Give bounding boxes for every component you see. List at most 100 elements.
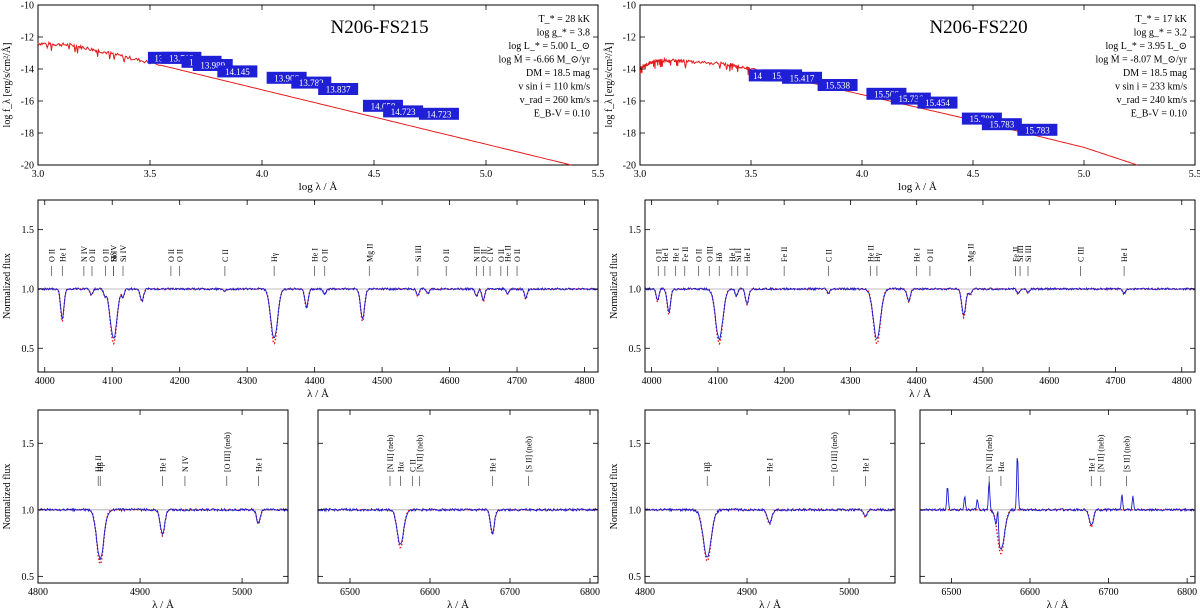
x-tick-label: 4900 xyxy=(130,587,150,598)
sed-panel-sed-fs215: 13.13.713.71213.51613.98914.14513.96613.… xyxy=(1,1,604,194)
photometry-box xyxy=(1017,123,1058,136)
x-tick-label: 4800 xyxy=(28,587,48,598)
photometry-box xyxy=(418,107,459,120)
observed-spectrum-line xyxy=(317,507,599,545)
x-tick-label: 4500 xyxy=(372,376,392,387)
x-axis-label: λ / Å xyxy=(152,599,174,611)
stellar-parameter: log Ṁ = -6.66 M_⊙/yr xyxy=(498,54,590,66)
observed-spectrum-line xyxy=(37,286,599,339)
x-axis-label: λ / Å xyxy=(307,388,329,400)
line-id-label: O II xyxy=(479,249,488,262)
line-id-label: C II xyxy=(221,249,230,262)
x-tick-label: 4600 xyxy=(440,376,460,387)
line-id-label: He I xyxy=(58,248,67,262)
x-tick-label: 5000 xyxy=(232,587,252,598)
stellar-parameter: v sin i = 110 km/s xyxy=(518,82,590,93)
plot-frame xyxy=(317,409,599,584)
x-tick-label: 4000 xyxy=(35,376,55,387)
y-tick-label: -20 xyxy=(21,161,34,172)
spectrum-panel-halpha-fs215: [N II] (neb) Hα C II[N II] (neb) He I [S II]… xyxy=(317,409,600,611)
line-id-label: Si IV xyxy=(110,245,119,262)
line-id-label: Fe II xyxy=(1011,246,1020,262)
line-id-label: [S II] (neb) xyxy=(1123,436,1132,472)
line-id-label: He I xyxy=(1120,248,1129,262)
line-id-label: O II xyxy=(442,249,451,262)
x-tick-label: 4100 xyxy=(708,376,728,387)
line-id-label: He I xyxy=(488,458,497,472)
line-id-label: Si III xyxy=(414,245,423,262)
y-tick-label: 1.5 xyxy=(629,439,642,450)
x-tick-label: 6700 xyxy=(1099,587,1119,598)
line-id-label: Hα xyxy=(997,461,1006,472)
line-id-label: C II xyxy=(825,249,834,262)
y-axis-label: log f_λ [erg/s/cm²/Å] xyxy=(1,43,13,128)
x-tick-label: 4000 xyxy=(642,376,662,387)
x-tick-label: 4400 xyxy=(305,376,325,387)
x-tick-label: 6600 xyxy=(420,587,440,598)
model-spectrum-line xyxy=(38,509,288,566)
photometry-mag-label: 15.538 xyxy=(825,81,850,91)
line-id-label: He I xyxy=(254,458,263,472)
line-id-label: O II xyxy=(926,249,935,262)
x-tick-label: 3.5 xyxy=(144,169,157,180)
model-spectrum-line xyxy=(645,288,1195,346)
stellar-parameter: DM = 18.5 mag xyxy=(526,68,590,79)
y-tick-label: -18 xyxy=(623,129,636,140)
y-axis-label: Normalized flux xyxy=(2,253,13,319)
x-axis-label: log λ / Å xyxy=(299,181,338,193)
line-id-label: [N II] (neb) xyxy=(1097,434,1106,472)
model-spectrum-line xyxy=(318,509,598,549)
plot-frame xyxy=(919,409,1196,584)
y-tick-label: 1.0 xyxy=(22,284,35,295)
photometry-mag-label: 13.837 xyxy=(326,85,351,95)
x-axis-label: λ / Å xyxy=(759,599,781,611)
line-id-label: He I xyxy=(728,248,737,262)
line-id-label: He II xyxy=(866,245,875,262)
x-axis-label: λ / Å xyxy=(447,599,469,611)
line-id-label: [O III] (neb) xyxy=(830,432,839,472)
x-tick-label: 6800 xyxy=(580,587,600,598)
star-name-title: N206-FS215 xyxy=(331,17,429,38)
x-axis-label: λ / Å xyxy=(909,388,931,400)
y-tick-label: -14 xyxy=(21,65,34,76)
y-tick-label: 0.5 xyxy=(22,344,35,355)
y-tick-label: -12 xyxy=(21,33,34,44)
spectrum-panel-halpha-fs220: [N II] (neb) Hα He I [N II] (neb) [S II] (ne… xyxy=(919,409,1197,611)
line-id-label: Fe II xyxy=(681,246,690,262)
y-tick-label: -10 xyxy=(21,1,34,12)
y-tick-label: 1.0 xyxy=(629,284,642,295)
line-id-label: O II xyxy=(88,249,97,262)
x-tick-label: 6500 xyxy=(340,587,360,598)
x-tick-label: 4800 xyxy=(575,376,595,387)
y-tick-label: 0.5 xyxy=(629,344,642,355)
x-tick-label: 6600 xyxy=(1020,587,1040,598)
line-id-label: Hδ xyxy=(110,252,119,262)
line-id-label: O III xyxy=(705,246,714,262)
line-id-label: Si III xyxy=(1024,245,1033,262)
photometry-mag-label: 15.736 xyxy=(898,94,923,104)
stellar-parameter: T_* = 17 kK xyxy=(1136,14,1188,25)
x-tick-label: 4800 xyxy=(635,587,655,598)
line-id-label: C IV xyxy=(486,246,495,262)
line-id-label: He I xyxy=(913,248,922,262)
line-id-label: He I xyxy=(861,458,870,472)
photometry-mag-label: 13.989 xyxy=(200,61,225,71)
line-id-label: Hβ xyxy=(96,462,105,472)
observed-spectrum-line xyxy=(644,286,1196,341)
photometry-box xyxy=(917,96,958,109)
line-id-label: He II xyxy=(94,455,103,472)
stellar-parameter: E_B-V = 0.10 xyxy=(534,109,590,120)
model-spectrum-line xyxy=(920,509,1195,555)
plot-frame xyxy=(639,4,1196,166)
x-tick-label: 5.0 xyxy=(1078,169,1091,180)
y-axis-label: Normalized flux xyxy=(609,464,620,530)
line-id-label: He I xyxy=(661,248,670,262)
x-tick-label: 4200 xyxy=(170,376,190,387)
spectrum-panel-hbeta-fs220: Hβ He I [O III] (neb) He I 4800 4900 5000 0.5 1.… xyxy=(609,409,896,611)
line-id-label: Mg II xyxy=(365,243,374,262)
plot-frame xyxy=(644,199,1196,373)
stellar-parameter: log Ṁ = -8.07 M_⊙/yr xyxy=(1095,54,1187,66)
y-tick-label: 1.5 xyxy=(629,225,642,236)
